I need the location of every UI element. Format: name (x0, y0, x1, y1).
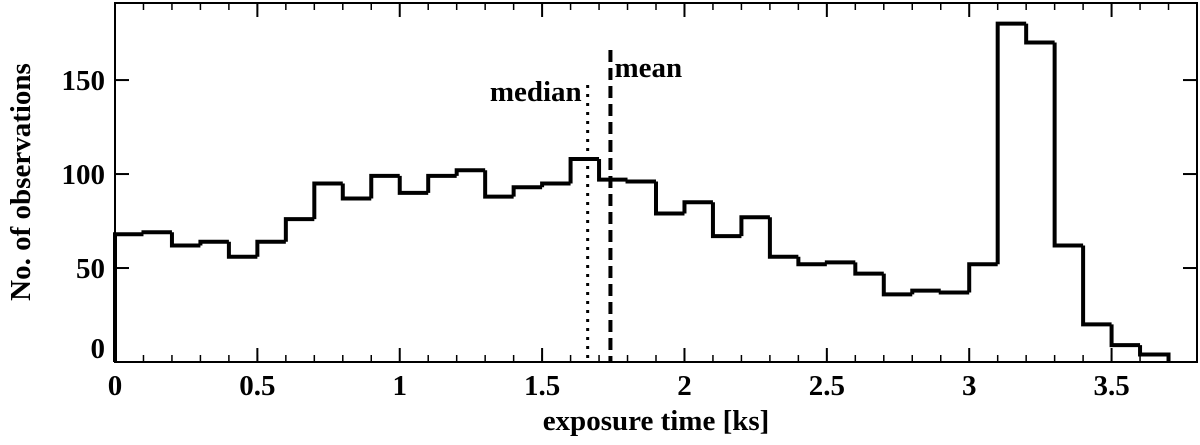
histogram-bin (454, 168, 486, 176)
reference-label: median (490, 76, 582, 108)
x-tick-label: 1.5 (524, 370, 560, 402)
histogram-bin (397, 175, 429, 195)
histogram-bin (1024, 23, 1055, 45)
histogram-bin (995, 21, 1027, 265)
histogram-bin (654, 181, 685, 216)
histogram-bin (511, 185, 543, 197)
histogram-bin (967, 262, 998, 293)
histogram-bin (283, 217, 315, 242)
histogram-bin (625, 179, 656, 184)
x-tick-label: 2 (677, 370, 692, 402)
histogram-bin (910, 288, 941, 295)
histogram-bin (483, 170, 514, 199)
histogram-bin (597, 159, 628, 182)
histogram-bin (141, 230, 172, 235)
histogram-bin (824, 260, 856, 265)
histogram-bin (710, 202, 742, 239)
y-axis-label: No. of observations (5, 63, 37, 301)
y-tick-label: 150 (62, 65, 106, 97)
histogram-bin (226, 241, 258, 259)
histogram-bin (426, 173, 457, 193)
histogram-bin (255, 239, 286, 257)
histogram-bin (169, 232, 201, 248)
x-tick-label: 3.5 (1093, 370, 1129, 402)
x-axis-label: exposure time [ks] (543, 405, 770, 437)
reference-label: mean (614, 52, 682, 84)
x-tick-label: 0.5 (239, 370, 275, 402)
y-tick-label: 50 (76, 253, 105, 285)
x-tick-label: 3 (962, 370, 977, 402)
x-tick-label: 2.5 (809, 370, 845, 402)
histogram-bin (312, 181, 343, 220)
histogram-bin (881, 273, 913, 297)
histogram-bin (682, 200, 713, 214)
histogram-bin (739, 215, 770, 237)
histogram-bin (938, 290, 970, 295)
y-tick-label: 0 (91, 333, 106, 365)
histogram-bin (796, 256, 827, 267)
y-tick-label: 100 (62, 159, 106, 191)
histogram-bin (340, 183, 372, 201)
histogram-bin (767, 217, 799, 259)
histogram-bin (540, 181, 571, 188)
histogram-bin (1081, 245, 1112, 327)
histogram-bin (1052, 42, 1084, 248)
x-tick-label: 0 (108, 370, 123, 402)
x-tick-label: 1 (392, 370, 407, 402)
histogram-bin (113, 232, 144, 362)
histogram-bin (198, 239, 229, 246)
histogram-bin (1109, 324, 1141, 348)
histogram-bin (853, 262, 884, 276)
histogram-bin (1138, 345, 1171, 362)
histogram-bin (568, 157, 600, 184)
histogram-bin (369, 173, 400, 199)
